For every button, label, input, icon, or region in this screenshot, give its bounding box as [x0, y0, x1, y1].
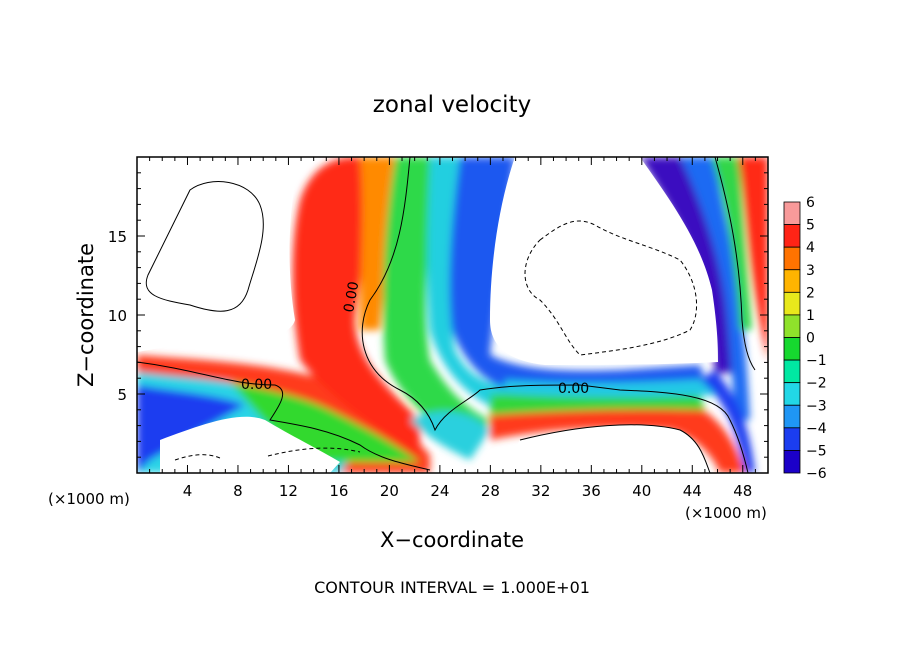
- field-red-column: [292, 157, 420, 460]
- x-axis-ticks: 4 8 12 16 20 24 28 32 36 40 44 48: [149, 157, 756, 500]
- colorbar-box: [783, 382, 801, 406]
- zero-contour-main: [137, 361, 431, 471]
- colorbar: −6 −5 −4 −3 −2 −1 0 1 2 3 4 5 6: [783, 195, 827, 482]
- x-axis-unit-right: (×1000 m): [685, 504, 767, 522]
- zero-contour-column: [361, 157, 749, 473]
- colorbar-box: [783, 246, 801, 271]
- colorbar-box: [783, 269, 801, 293]
- colorbar-label: −5: [806, 443, 827, 459]
- x-axis-unit-left: (×1000 m): [48, 490, 130, 508]
- contour-lower-left-dash: [174, 454, 221, 461]
- colorbar-label: 1: [806, 308, 815, 324]
- field-lower-cyan-patch: [410, 411, 490, 460]
- x-tick-label: 4: [183, 482, 193, 500]
- colorbar-box: [783, 404, 801, 429]
- x-tick-label: 32: [531, 482, 550, 500]
- x-tick-label: 44: [683, 482, 702, 500]
- contour-label-column: 0.00: [341, 280, 362, 313]
- contour-label-left: 0.00: [241, 377, 272, 393]
- contour-lower-mid-dash: [267, 447, 361, 457]
- x-tick-label: 12: [279, 482, 298, 500]
- field-lower-left-green: [230, 382, 420, 462]
- field-right-green: [712, 157, 752, 330]
- y-tick-label: 10: [108, 307, 127, 325]
- colorbar-box: [783, 450, 801, 474]
- contour-right-line: [714, 157, 756, 371]
- colorbar-label: 4: [806, 240, 815, 256]
- colorbar-label: −1: [806, 353, 827, 369]
- colorbar-label: −2: [806, 376, 827, 392]
- contour-interval-footer: CONTOUR INTERVAL = 1.000E+01: [314, 578, 590, 597]
- field-right-green-band: [490, 391, 705, 415]
- colorbar-label: 5: [806, 218, 815, 234]
- y-axis-ticks: 5 10 15: [108, 172, 768, 458]
- contour-label-right: 0.00: [558, 381, 589, 397]
- field-right-cyan-band: [505, 378, 720, 398]
- contour-value-labels: 0.00 0.00 0.00: [241, 280, 589, 397]
- colorbar-box: [783, 314, 801, 338]
- field-right-red: [738, 157, 768, 360]
- field-cyan-column: [427, 157, 520, 410]
- white-regions: [137, 157, 718, 473]
- colorbar-label: 3: [806, 263, 815, 279]
- contour-upper-left-loop: [145, 181, 264, 312]
- field-right-blue: [680, 157, 750, 420]
- colorbar-box: [783, 224, 801, 248]
- x-axis-label: X−coordinate: [380, 528, 524, 552]
- x-tick-label: 48: [733, 482, 752, 500]
- x-tick-label: 36: [582, 482, 601, 500]
- colorbar-box: [783, 201, 801, 225]
- contour-upper-right-loop: [524, 220, 698, 356]
- colorbar-label: 0: [806, 331, 815, 347]
- x-tick-label: 8: [233, 482, 243, 500]
- white-region-lower-left: [160, 416, 340, 473]
- field-right-red-band: [490, 405, 745, 473]
- colorbar-box: [783, 427, 801, 451]
- colorbar-label: −4: [806, 421, 827, 437]
- velocity-field: [137, 157, 768, 473]
- x-tick-label: 28: [481, 482, 500, 500]
- y-axis-label: Z−coordinate: [74, 243, 98, 387]
- colorbar-box: [783, 359, 801, 384]
- contour-lower-right-loop: [519, 424, 711, 473]
- colorbar-label: −6: [806, 466, 827, 482]
- white-region-upper-left: [137, 157, 300, 352]
- white-region-upper-right: [490, 157, 718, 365]
- y-tick-label: 5: [117, 386, 127, 404]
- x-tick-label: 20: [380, 482, 399, 500]
- field-green-column: [383, 157, 490, 450]
- white-region-lower-right: [500, 424, 710, 473]
- colorbar-box: [783, 337, 801, 361]
- x-tick-label: 40: [632, 482, 651, 500]
- chart-title: zonal velocity: [373, 92, 531, 118]
- contour-lines: [137, 157, 756, 473]
- colorbar-box: [783, 291, 801, 316]
- x-tick-label: 24: [430, 482, 449, 500]
- x-tick-label: 16: [329, 482, 348, 500]
- colorbar-label: 6: [806, 195, 815, 211]
- colorbar-label: 2: [806, 285, 815, 301]
- y-tick-label: 15: [108, 228, 127, 246]
- colorbar-label: −3: [806, 398, 827, 414]
